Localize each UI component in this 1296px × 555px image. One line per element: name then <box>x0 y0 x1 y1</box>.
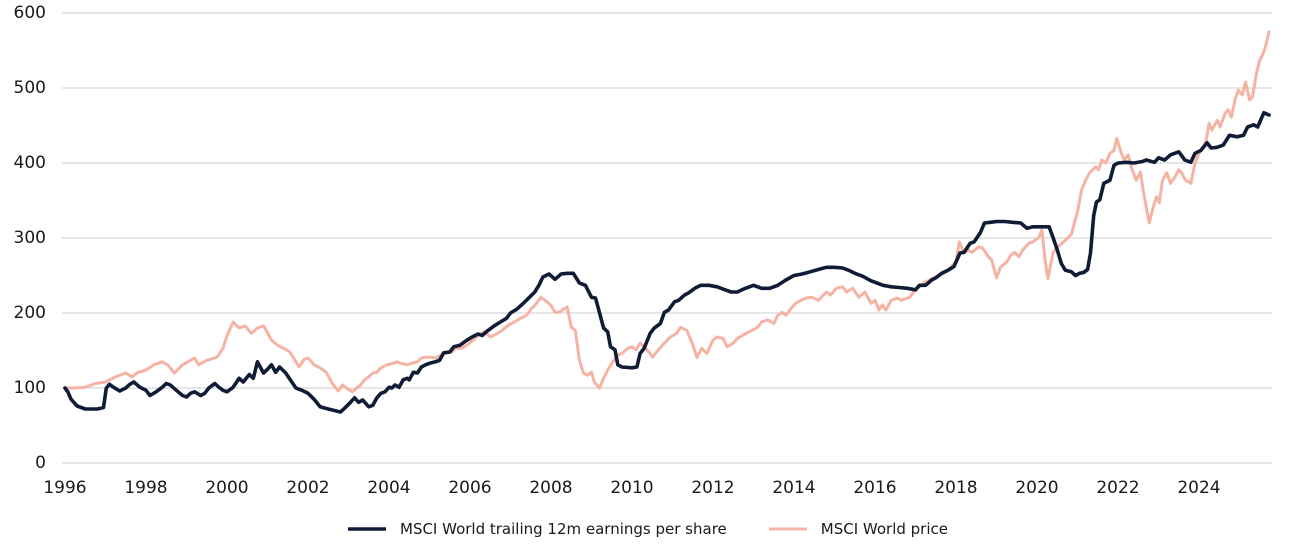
x-tick-label: 2004 <box>367 478 411 498</box>
plot-svg <box>62 12 1272 464</box>
price-line-swatch <box>768 527 807 531</box>
x-tick-label: 2024 <box>1177 478 1221 498</box>
legend: MSCI World trailing 12m earnings per sha… <box>0 520 1296 538</box>
y-tick-label: 500 <box>13 78 46 98</box>
x-tick-label: 1996 <box>43 478 87 498</box>
x-tick-label: 2008 <box>529 478 573 498</box>
x-tick-label: 2018 <box>934 478 978 498</box>
y-tick-label: 600 <box>13 3 46 23</box>
x-tick-label: 2012 <box>691 478 735 498</box>
eps-line-swatch <box>348 527 386 531</box>
x-tick-label: 2020 <box>1015 478 1059 498</box>
x-tick-label: 2002 <box>286 478 330 498</box>
x-tick-label: 2016 <box>853 478 897 498</box>
x-tick-label: 2000 <box>205 478 249 498</box>
series-line-price <box>63 30 1271 394</box>
y-tick-label: 100 <box>13 378 46 398</box>
y-tick-label: 300 <box>13 228 46 248</box>
y-tick-label: 400 <box>13 153 46 173</box>
x-tick-label: 2010 <box>610 478 654 498</box>
legend-label-eps: MSCI World trailing 12m earnings per sha… <box>400 520 727 538</box>
legend-item-price: MSCI World price <box>768 520 948 538</box>
y-tick-label: 200 <box>13 303 46 323</box>
x-tick-label: 2006 <box>448 478 492 498</box>
series-line-eps <box>63 111 1271 414</box>
x-tick-label: 2022 <box>1096 478 1140 498</box>
x-tick-label: 2014 <box>772 478 816 498</box>
y-tick-label: 0 <box>35 453 46 473</box>
legend-label-price: MSCI World price <box>820 520 948 538</box>
legend-item-eps: MSCI World trailing 12m earnings per sha… <box>348 520 727 538</box>
x-tick-label: 1998 <box>124 478 168 498</box>
